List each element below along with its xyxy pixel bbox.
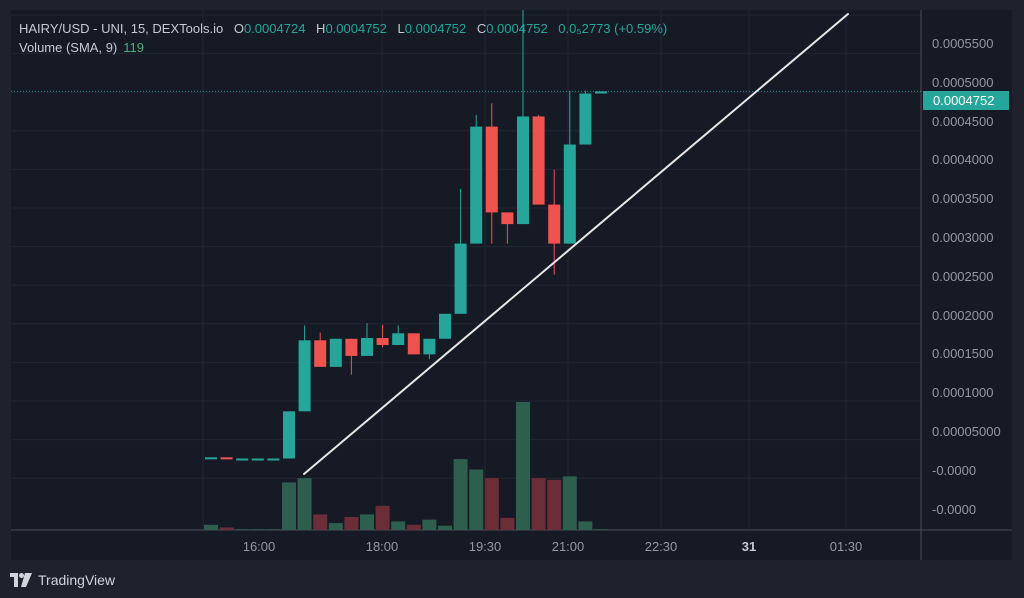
candle bbox=[407, 333, 420, 355]
volume-bar bbox=[360, 514, 374, 530]
candle bbox=[220, 457, 233, 460]
low-label: L bbox=[397, 21, 405, 36]
change-value: 0.0₅2773 (+0.59%) bbox=[558, 21, 668, 36]
volume-bar bbox=[313, 514, 328, 530]
open-value: 0.0004724 bbox=[243, 21, 306, 36]
volume-bar bbox=[282, 482, 296, 530]
candle bbox=[470, 126, 483, 244]
candle bbox=[314, 340, 327, 367]
candle bbox=[439, 313, 451, 339]
volume-bar bbox=[406, 524, 421, 530]
volume-bar bbox=[219, 527, 234, 530]
volume-bar bbox=[375, 505, 390, 530]
candle bbox=[595, 91, 607, 94]
candle bbox=[361, 337, 373, 356]
volume-bar bbox=[594, 529, 608, 530]
high-label: H bbox=[316, 21, 326, 36]
tradingview-logo[interactable]: TradingView bbox=[10, 570, 115, 590]
candle bbox=[392, 333, 405, 345]
trendline bbox=[303, 13, 849, 475]
price-axis-label: 0.0004000 bbox=[932, 152, 994, 168]
candle bbox=[329, 338, 342, 367]
volume-bar bbox=[453, 459, 468, 530]
price-axis-label: 0.00005000 bbox=[932, 424, 1001, 439]
close-value: 0.0004752 bbox=[486, 21, 548, 36]
chart-legend: HAIRY/USD - UNI, 15, DEXTools.io O0.0004… bbox=[19, 19, 674, 57]
price-axis-label: 0.0005500 bbox=[932, 36, 994, 51]
candle bbox=[376, 337, 389, 345]
candle bbox=[548, 204, 561, 244]
volume-bar bbox=[204, 524, 218, 530]
volume-bar bbox=[469, 469, 484, 530]
candle bbox=[251, 458, 264, 461]
volume-bar bbox=[250, 529, 265, 530]
time-axis-label: 19:30 bbox=[468, 539, 502, 554]
candle bbox=[205, 457, 217, 460]
price-axis-label: 0.0003500 bbox=[932, 191, 994, 207]
volume-bar bbox=[516, 402, 530, 530]
volume-bar bbox=[578, 521, 593, 530]
tradingview-icon bbox=[10, 573, 32, 587]
volume-bar bbox=[328, 523, 343, 530]
price-axis-label: 0.0002500 bbox=[932, 268, 994, 284]
candle bbox=[345, 338, 358, 356]
price-axis-label: 0.0001000 bbox=[932, 385, 994, 401]
current-price-tag: 0.0004752 bbox=[923, 91, 1009, 110]
price-axis-label: 0.0003000 bbox=[932, 230, 994, 245]
volume-bar bbox=[391, 521, 406, 530]
volume-bar bbox=[500, 517, 515, 530]
volume-bar bbox=[531, 478, 546, 530]
volume-bar bbox=[484, 478, 499, 530]
close-label: C bbox=[476, 21, 487, 36]
candle bbox=[501, 212, 514, 225]
chart-frame[interactable]: HAIRY/USD - UNI, 15, DEXTools.io O0.0004… bbox=[11, 10, 1012, 560]
volume-bar bbox=[547, 479, 562, 530]
time-axis-label: 21:00 bbox=[551, 539, 585, 554]
candle bbox=[532, 116, 545, 205]
price-axis-label: -0.0000 bbox=[932, 501, 977, 517]
volume-indicator-value: 119 bbox=[123, 40, 144, 55]
candle bbox=[267, 458, 280, 461]
candle bbox=[517, 116, 529, 225]
symbol-title[interactable]: HAIRY/USD - UNI, 15, DEXTools.io bbox=[19, 21, 224, 36]
volume-bar bbox=[422, 519, 437, 530]
price-axis-label: 0.0004500 bbox=[932, 113, 994, 129]
price-axis-label: 0.0002000 bbox=[932, 307, 994, 323]
volume-bar bbox=[344, 517, 359, 530]
candle bbox=[298, 340, 311, 412]
ohlc-row: HAIRY/USD - UNI, 15, DEXTools.io O0.0004… bbox=[19, 19, 674, 38]
candle bbox=[579, 93, 592, 145]
volume-bar bbox=[235, 529, 250, 530]
time-axis-label: 31 bbox=[741, 539, 757, 554]
low-value: 0.0004752 bbox=[404, 21, 467, 36]
high-value: 0.0004752 bbox=[325, 21, 387, 36]
candle bbox=[563, 144, 576, 244]
candlestick-plot[interactable] bbox=[11, 10, 1012, 560]
candle bbox=[283, 411, 295, 459]
open-label: O bbox=[233, 21, 244, 36]
time-axis-label: 18:00 bbox=[365, 539, 399, 554]
volume-bar bbox=[266, 529, 281, 530]
price-axis-label: 0.0005000 bbox=[932, 74, 994, 90]
volume-bar bbox=[562, 476, 577, 530]
time-axis-label: 22:30 bbox=[644, 539, 678, 554]
time-axis-label: 01:30 bbox=[829, 539, 863, 554]
candle bbox=[485, 126, 498, 213]
volume-bar bbox=[297, 478, 312, 530]
volume-row: Volume (SMA, 9) 119 bbox=[19, 38, 674, 57]
volume-bar bbox=[438, 525, 452, 530]
candle bbox=[454, 243, 467, 314]
price-axis-label: 0.0001500 bbox=[932, 346, 994, 362]
price-axis-label: -0.0000 bbox=[932, 462, 977, 478]
candle bbox=[236, 458, 249, 461]
time-axis-label: 16:00 bbox=[242, 539, 276, 554]
volume-indicator-label[interactable]: Volume (SMA, 9) bbox=[19, 40, 118, 55]
tradingview-brand-text: TradingView bbox=[38, 572, 116, 588]
candle bbox=[423, 338, 436, 355]
